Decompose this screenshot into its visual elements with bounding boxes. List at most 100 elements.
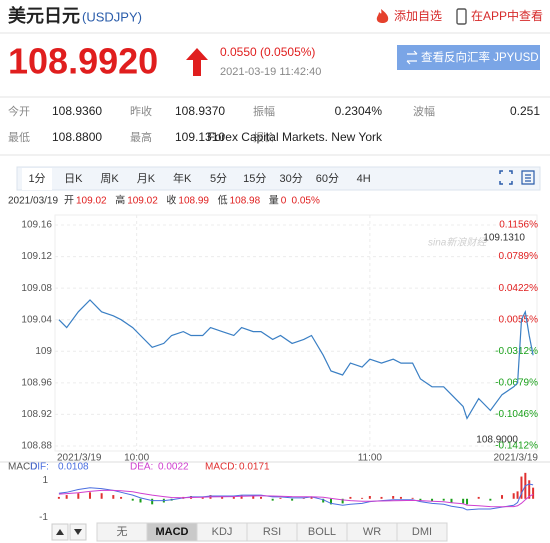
macd-bar	[279, 497, 282, 499]
tab[interactable]: 月K	[137, 173, 156, 185]
indicator-tab-label[interactable]: KDJ	[212, 526, 233, 538]
macd-bar	[512, 493, 515, 499]
macd-bar	[431, 498, 434, 502]
info-text: 0.05%	[292, 196, 320, 207]
reverse-button[interactable]	[397, 45, 540, 70]
macd-bar	[252, 496, 255, 499]
fire-icon	[376, 9, 389, 23]
tab[interactable]: 60分	[316, 172, 339, 185]
macd-bar	[240, 495, 243, 499]
macd-bar	[151, 498, 154, 505]
macd-bar	[450, 498, 453, 503]
stat-label: 振幅	[253, 104, 275, 118]
indicator-tab-label[interactable]: MACD	[156, 526, 189, 538]
macd-bar	[501, 495, 504, 499]
info-text: 108.99	[178, 196, 209, 207]
info-text: 量	[269, 195, 279, 207]
indicator-tabs: 无 MACD KDJ RSI BOLL WR DMI	[96, 522, 448, 542]
info-text: 2021/03/19	[8, 196, 58, 207]
info-text: 109.02	[76, 196, 107, 207]
tab[interactable]: 1分	[28, 172, 45, 185]
macd-bar	[131, 498, 134, 501]
tab[interactable]: 日K	[64, 173, 83, 185]
reverse-button-label[interactable]: 查看反向汇率 JPYUSD	[421, 50, 539, 64]
indicator-tab[interactable]	[396, 522, 448, 542]
macd-bar	[260, 496, 263, 499]
price-line	[58, 299, 534, 420]
info-text: 108.98	[230, 196, 261, 207]
indicator-tab-label[interactable]: RSI	[263, 526, 281, 538]
stat-value: 0.2304%	[335, 104, 383, 118]
macd-bar	[120, 496, 123, 499]
y-tick-label: 108.96	[21, 377, 52, 388]
tab[interactable]: 周K	[100, 172, 119, 185]
macd-bar	[100, 493, 103, 499]
macd-bar	[419, 498, 422, 501]
y-tick-label: 109.08	[21, 283, 52, 294]
macd-bar	[271, 498, 274, 501]
stats-table: 今开 108.9360 昨收 108.9370 振幅 0.2304% 波幅 0.251 最低 10…	[8, 104, 540, 144]
title: 美元日元	[8, 5, 80, 26]
stat-label: 报价	[253, 130, 275, 144]
y2-tick-label: 0.0422%	[499, 283, 539, 294]
down-icon	[74, 529, 82, 535]
stat-label: 昨收	[130, 104, 152, 118]
up-icon	[56, 529, 64, 535]
quote-time: 2021-03-19 11:42:40	[220, 66, 321, 78]
indicator-tab-label[interactable]: DMI	[412, 526, 432, 538]
macd-bar	[442, 498, 445, 501]
macd-bar	[462, 498, 465, 504]
code: (USDJPY)	[82, 9, 142, 24]
add-watchlist[interactable]: 添加自选	[394, 9, 442, 23]
stat-value: 109.1310	[175, 130, 225, 144]
legend-value: 0.0108	[58, 462, 89, 473]
indicator-tab-label[interactable]: 无	[117, 526, 128, 538]
legend-label: DEA:	[130, 462, 153, 473]
price: 108.9920	[8, 41, 158, 82]
macd-bar	[232, 496, 235, 499]
macd-bar	[88, 492, 91, 499]
y2-tick-label: -0.0312%	[495, 346, 538, 357]
watermark: sina新浪财经	[428, 237, 487, 249]
indicator-tab-label[interactable]: BOLL	[308, 526, 336, 538]
tab[interactable]: 30分	[279, 172, 302, 185]
y-tick-label: 108.92	[21, 409, 52, 420]
indicator-tab-label[interactable]: WR	[363, 526, 381, 538]
macd-bar	[57, 496, 60, 499]
tab[interactable]: 15分	[243, 172, 266, 185]
macd-bar	[291, 498, 294, 501]
chart: sina新浪财经 109.16 109.12 109.08 109.04 109 108.9…	[8, 215, 538, 523]
y-tick-label: 109	[35, 346, 52, 357]
tab[interactable]: 4H	[357, 173, 371, 185]
legend-value: 0.0171	[239, 462, 270, 473]
macd-bar	[528, 480, 531, 499]
dea-line	[58, 489, 534, 508]
y2-tick-label: -0.1412%	[495, 441, 538, 452]
tab[interactable]: 年K	[173, 171, 192, 185]
macd-bar	[399, 496, 402, 499]
stat-value: 108.9370	[175, 104, 225, 118]
macd-bar	[65, 495, 68, 499]
macd-bar	[329, 498, 332, 505]
stat-label: 最低	[8, 131, 30, 144]
macd-bar	[221, 496, 224, 499]
up-arrow	[186, 48, 208, 76]
macd-bar	[361, 497, 364, 499]
stat-label: 今开	[8, 104, 30, 118]
chart-frame	[54, 214, 538, 452]
tab[interactable]: 5分	[210, 172, 227, 185]
fullscreen-icon[interactable]	[499, 170, 513, 185]
tab-selected[interactable]	[22, 168, 52, 190]
macd-bar	[77, 493, 80, 499]
legend-label: DIF:	[30, 462, 49, 473]
settings-icon[interactable]	[521, 170, 535, 185]
macd-bar	[349, 496, 352, 499]
macd-bar	[466, 498, 469, 505]
y2-tick-label: 0.0055%	[499, 314, 539, 325]
info-line: 2021/03/19 开 109.02 高 109.02 收 108.99 低 108.98 量 0…	[8, 194, 320, 207]
macd-bar	[368, 496, 371, 499]
stat-value: 108.8800	[52, 130, 102, 144]
info-text: 低	[218, 194, 228, 207]
open-app[interactable]: 在APP中查看	[471, 8, 543, 23]
